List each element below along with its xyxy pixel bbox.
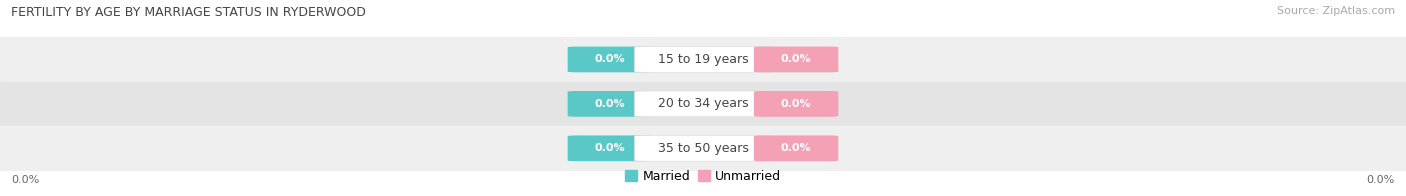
Text: 0.0%: 0.0% [780,99,811,109]
Text: FERTILITY BY AGE BY MARRIAGE STATUS IN RYDERWOOD: FERTILITY BY AGE BY MARRIAGE STATUS IN R… [11,6,366,19]
FancyBboxPatch shape [568,47,652,72]
Text: 35 to 50 years: 35 to 50 years [658,142,748,155]
Legend: Married, Unmarried: Married, Unmarried [620,165,786,188]
Text: 0.0%: 0.0% [780,143,811,153]
Bar [0,82,1406,126]
Text: 20 to 34 years: 20 to 34 years [658,97,748,110]
Bar [0,126,1406,171]
Text: 0.0%: 0.0% [595,99,626,109]
Bar [0,37,1406,82]
Text: 15 to 19 years: 15 to 19 years [658,53,748,66]
Text: Source: ZipAtlas.com: Source: ZipAtlas.com [1277,6,1395,16]
FancyBboxPatch shape [634,47,772,72]
Text: 0.0%: 0.0% [595,54,626,64]
Text: 0.0%: 0.0% [1367,175,1395,185]
FancyBboxPatch shape [568,135,652,161]
Text: 0.0%: 0.0% [595,143,626,153]
FancyBboxPatch shape [634,91,772,117]
FancyBboxPatch shape [754,91,838,117]
FancyBboxPatch shape [754,47,838,72]
FancyBboxPatch shape [568,91,652,117]
FancyBboxPatch shape [634,135,772,161]
Text: 0.0%: 0.0% [780,54,811,64]
Text: 0.0%: 0.0% [11,175,39,185]
FancyBboxPatch shape [754,135,838,161]
